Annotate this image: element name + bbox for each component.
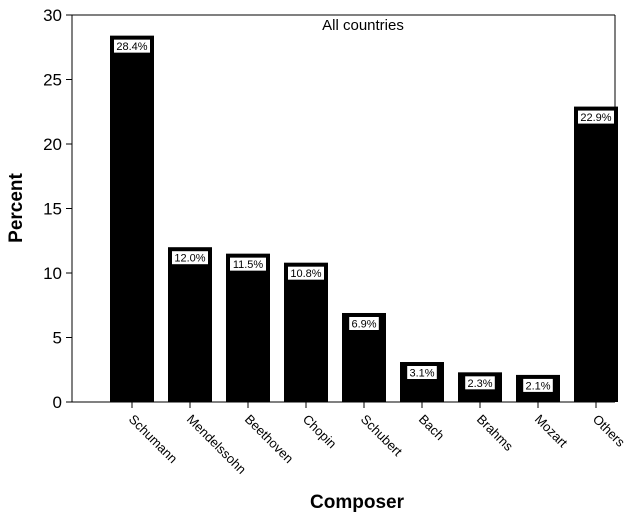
data-label: 3.1% bbox=[409, 368, 434, 380]
data-label-box bbox=[523, 378, 553, 392]
data-label-box bbox=[172, 251, 208, 265]
bar-mendelssohn bbox=[168, 247, 212, 402]
x-tick-label-mendelssohn: Mendelssohn bbox=[184, 412, 249, 477]
x-tick-label-beethoven: Beethoven bbox=[242, 412, 297, 467]
y-tick-label: 0 bbox=[53, 393, 62, 412]
x-tick-label-brahms: Brahms bbox=[474, 412, 517, 455]
data-label-box bbox=[578, 110, 614, 124]
bar-others bbox=[574, 106, 618, 402]
data-label-box bbox=[114, 39, 150, 53]
x-tick-label-schumann: Schumann bbox=[126, 412, 181, 467]
data-label: 6.9% bbox=[351, 318, 376, 330]
data-label-box bbox=[407, 366, 437, 380]
data-label: 10.8% bbox=[290, 268, 321, 280]
bar-chopin bbox=[284, 262, 328, 402]
data-label: 2.1% bbox=[525, 380, 550, 392]
x-tick-label-others: Others bbox=[590, 412, 629, 451]
x-tick-label-mozart: Mozart bbox=[532, 412, 571, 451]
bars-group bbox=[110, 35, 618, 402]
y-tick-label: 30 bbox=[43, 6, 62, 25]
data-label: 2.3% bbox=[467, 378, 492, 390]
data-label: 22.9% bbox=[580, 112, 611, 124]
y-tick-label: 15 bbox=[43, 200, 62, 219]
data-label-box bbox=[465, 376, 495, 390]
x-tick-label-schubert: Schubert bbox=[358, 412, 406, 460]
y-tick-label: 20 bbox=[43, 135, 62, 154]
data-label: 28.4% bbox=[116, 41, 147, 53]
y-axis-title: Percent bbox=[6, 172, 27, 242]
y-tick-label: 25 bbox=[43, 71, 62, 90]
data-label: 11.5% bbox=[233, 259, 264, 271]
data-label: 12.0% bbox=[174, 253, 205, 265]
x-axis-title: Composer bbox=[310, 492, 405, 513]
x-tick-label-bach: Bach bbox=[416, 412, 448, 444]
data-label-box bbox=[230, 257, 266, 271]
bar-beethoven bbox=[226, 253, 270, 402]
data-labels-group: 28.4% 12.0% 11.5% 10.8% 6.9% 3.1% 2.3% 2.1% 22.9… bbox=[114, 39, 614, 392]
bar-schumann bbox=[110, 35, 154, 402]
y-tick-label: 5 bbox=[53, 329, 62, 348]
chart-title: All countries bbox=[322, 17, 404, 34]
y-tick-label: 10 bbox=[43, 264, 62, 283]
x-tick-label-chopin: Chopin bbox=[300, 412, 340, 452]
data-label-box bbox=[349, 316, 379, 330]
y-axis-ticks: 0 5 10 15 20 25 30 bbox=[43, 6, 72, 412]
data-label-box bbox=[288, 266, 324, 280]
